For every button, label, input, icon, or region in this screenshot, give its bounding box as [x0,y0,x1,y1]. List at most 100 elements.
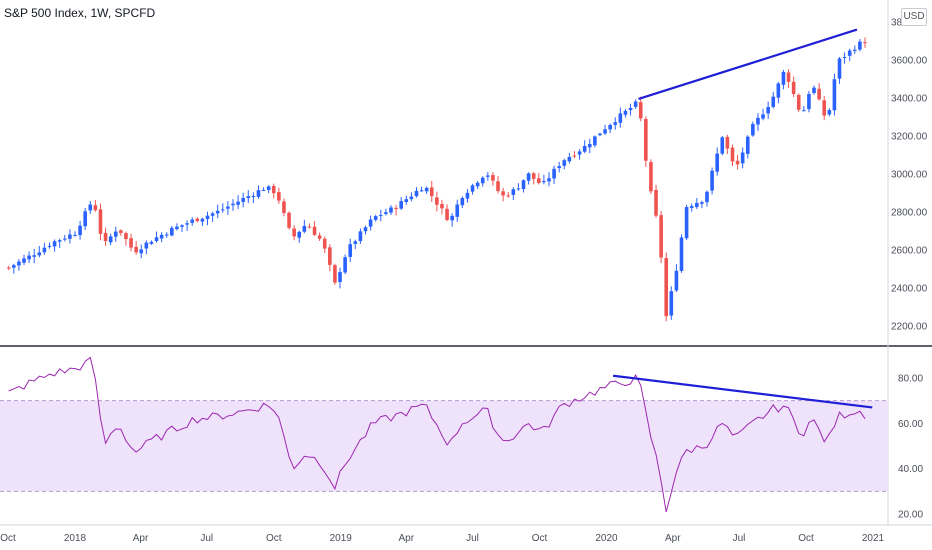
candle [761,108,765,121]
candle-body [623,110,628,115]
candle-body [419,190,424,192]
candle-body [771,96,776,107]
candle-body [847,50,852,56]
candle [271,183,276,199]
candle [720,136,725,156]
candle-body [735,160,740,165]
candle [521,179,526,193]
candle-body [190,219,195,223]
candle-body [68,234,72,239]
candle [261,187,266,192]
candle [93,200,98,212]
price-tick-label: 2800.00 [891,208,928,219]
candle-body [373,216,378,220]
candle [83,207,87,230]
rsi-line [8,356,866,513]
candle [740,147,745,169]
candle [542,174,546,185]
candle [302,219,307,234]
candle-body [638,102,643,119]
candle [220,203,225,213]
candle-body [608,125,612,130]
candle [52,239,57,252]
candle [440,199,444,215]
candle [547,172,551,187]
candle-body [455,204,460,217]
candle [745,135,750,159]
candle-body [450,215,454,221]
candle-body [37,252,42,256]
candle-body [781,71,786,85]
candle [766,101,770,119]
candle-body [103,232,108,242]
candle [358,228,363,244]
candle [287,211,291,230]
candle [756,113,760,131]
candle [593,135,597,148]
candle-body [674,270,679,291]
candle-body [842,56,847,58]
candle [470,183,475,195]
candle [710,167,714,195]
price-trendline [638,28,858,100]
candle-body [200,218,205,222]
candle-body [62,238,67,240]
candle [567,152,572,164]
candle-body [603,129,607,134]
candle [842,52,847,64]
candle [450,213,454,227]
candle-body [700,202,704,204]
candle [195,217,200,223]
candle [348,238,353,262]
candle-body [241,197,245,202]
candle-body [226,206,230,209]
candle [353,239,358,249]
candle-body [480,177,485,184]
candle-body [409,196,414,200]
candle-body [271,185,276,194]
candle-body [796,94,801,110]
candle-body [562,160,567,166]
candle-body [149,241,154,244]
time-tick-label: Apr [665,533,681,544]
candle [338,267,342,289]
currency-badge[interactable]: USD [901,8,927,26]
time-tick-label: 2021 [862,533,885,544]
candle-body [689,206,694,208]
candle [827,108,832,117]
candle-body [852,49,857,51]
candle [822,96,827,121]
candle [333,263,337,285]
candle [654,184,658,218]
candle [837,56,842,84]
candle [62,234,67,242]
candle [807,91,811,113]
candle-body [807,94,811,110]
candle-body [593,136,597,146]
candle [159,232,164,243]
candle-body [751,123,755,136]
candle [694,198,699,210]
candle [368,215,373,231]
candle-body [470,185,475,192]
candle [618,107,623,128]
candle [700,200,704,209]
candle [679,234,684,273]
candle [689,203,694,212]
candle [817,83,821,101]
rsi-band [0,400,888,492]
candle-body [766,107,770,114]
candle-body [705,191,709,203]
candle [526,172,531,185]
candle-body [720,137,725,154]
candle-body [791,81,796,94]
time-tick-label: Oct [798,533,814,544]
candle [847,48,852,62]
candle [582,140,587,154]
candle-body [613,122,618,125]
candle-body [384,212,388,214]
chart-title: S&P 500 Index, 1W, SPCFD [4,6,156,20]
candle-body [822,100,827,116]
candle-body [572,155,577,157]
